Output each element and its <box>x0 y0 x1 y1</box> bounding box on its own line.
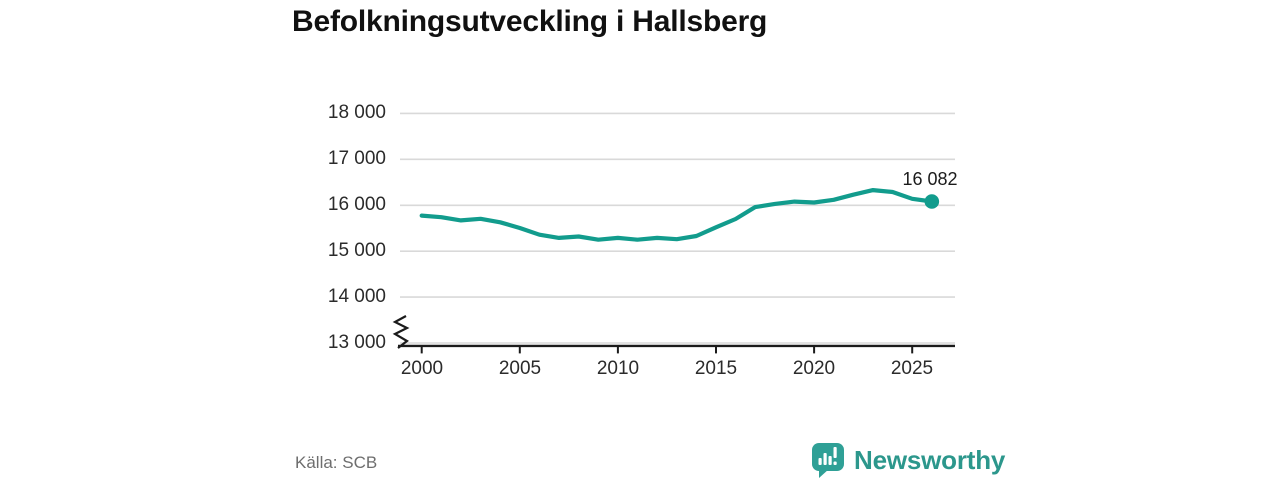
brand-logo: Newsworthy <box>810 441 1005 479</box>
x-tick-label: 2015 <box>694 358 738 379</box>
chart-title: Befolkningsutveckling i Hallsberg <box>292 5 768 38</box>
x-tick-label: 2005 <box>498 358 542 379</box>
source-label: Källa: SCB <box>295 453 378 472</box>
newsworthy-bubble-chart-icon <box>812 443 844 478</box>
x-tick-label: 2025 <box>890 358 934 379</box>
brand-name: Newsworthy <box>854 444 1006 475</box>
y-tick-label: 15 000 <box>327 240 386 261</box>
axis-break-icon <box>392 315 410 349</box>
x-tick-label: 2020 <box>792 358 836 379</box>
y-tick-label: 13 000 <box>327 332 386 353</box>
population-line <box>419 188 934 242</box>
y-tick-label: 17 000 <box>327 148 386 169</box>
y-tick-label: 14 000 <box>327 286 386 307</box>
end-value-label: 16 082 <box>902 169 958 189</box>
x-tick-label: 2000 <box>400 358 444 379</box>
x-tick-label: 2010 <box>596 358 640 379</box>
y-tick-label: 16 000 <box>327 194 386 215</box>
y-tick-label: 18 000 <box>327 102 386 123</box>
end-point-dot <box>924 194 940 209</box>
